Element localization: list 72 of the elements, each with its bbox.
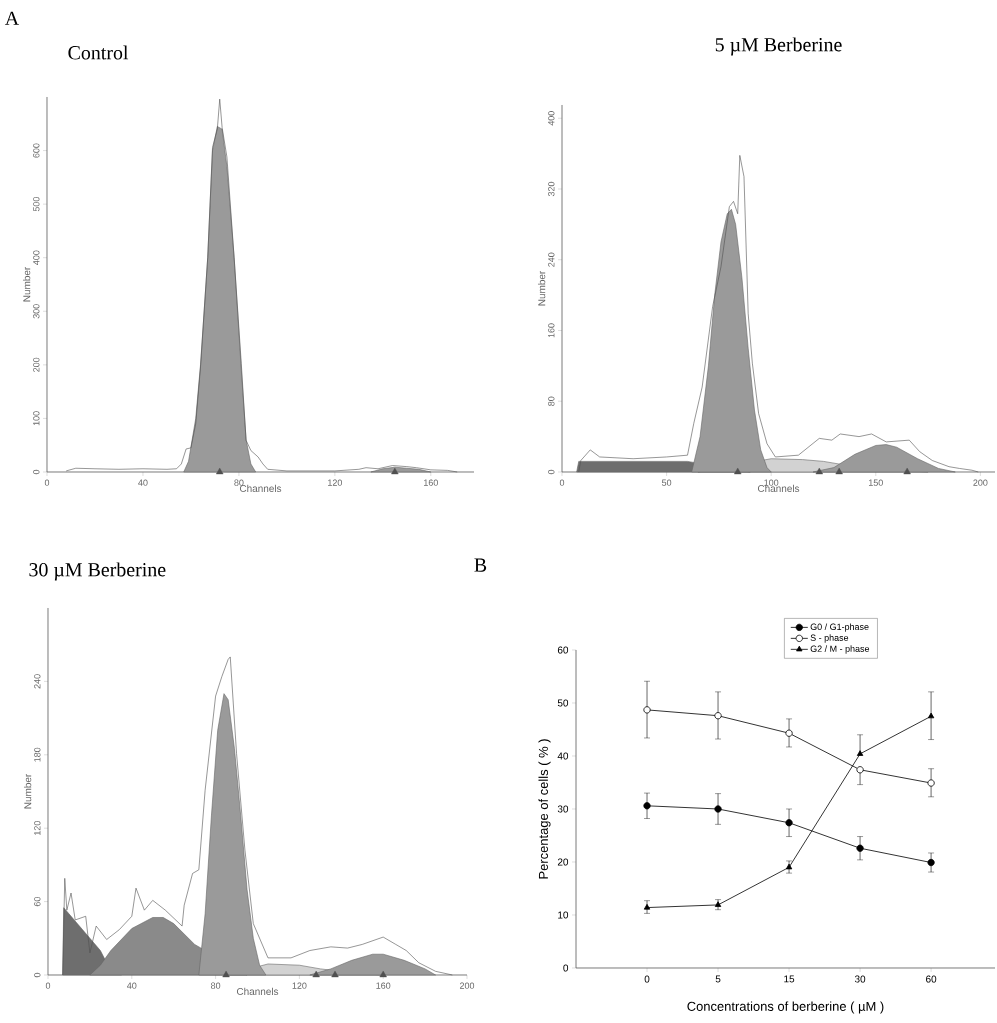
y-tick-label: 300	[33, 304, 40, 319]
point	[785, 729, 793, 737]
point	[927, 858, 935, 867]
legend-label: G0 / G1-phase	[810, 623, 869, 632]
chart-title: 5 µM Berberine	[715, 37, 842, 56]
x-axis-title: Channels	[757, 484, 800, 493]
x-tick-label: 120	[328, 479, 342, 486]
x-tick-label: 80	[211, 982, 221, 989]
x-tick-label: 120	[292, 982, 307, 989]
point	[643, 802, 651, 810]
y-tick-label: 80	[548, 396, 555, 406]
x-axis-title: Concentrations of berberine ( µM )	[687, 1001, 884, 1014]
y-tick-label: 240	[34, 674, 41, 689]
x-tick-label: 0	[44, 479, 50, 486]
y-tick-label: 400	[33, 250, 40, 265]
x-tick-label: 50	[661, 479, 672, 486]
y-axis-title: Number	[23, 773, 32, 809]
x-tick-label: 60	[926, 975, 937, 983]
x-tick-label: 0	[45, 982, 51, 989]
x-tick-label: 5	[715, 975, 721, 983]
chart-title: Control	[68, 45, 129, 60]
chart-title: 30 µM Berberine	[29, 562, 166, 581]
x-axis-title: Channels	[236, 987, 279, 996]
point	[643, 706, 651, 714]
text: B	[474, 558, 487, 572]
y-tick-label: 60	[34, 896, 41, 907]
y-tick-label: 600	[33, 143, 40, 158]
x-tick-label: 80	[234, 479, 244, 486]
x-tick-label: 30	[854, 975, 866, 983]
y-axis-title: Number	[22, 266, 31, 302]
point	[927, 779, 935, 787]
y-tick-label: 0	[563, 964, 569, 972]
y-axis-title: Number	[537, 270, 546, 306]
text: A	[4, 11, 20, 25]
y-tick-label: 30	[557, 805, 569, 813]
point	[856, 844, 864, 852]
y-tick-label: 20	[557, 858, 569, 866]
y-tick-label: 500	[33, 197, 40, 212]
x-tick-label: 160	[424, 479, 438, 486]
y-tick-label: 120	[34, 821, 41, 835]
y-axis-title: Percentage of cells ( % )	[538, 739, 551, 879]
x-tick-label: 200	[459, 982, 475, 989]
y-tick-label: 400	[548, 111, 555, 126]
y-tick-label: 60	[557, 646, 569, 654]
point	[714, 712, 722, 720]
y-tick-label: 200	[33, 357, 40, 372]
y-tick-label: 160	[548, 323, 555, 338]
y-tick-label: 0	[548, 469, 555, 475]
x-tick-label: 100	[764, 479, 779, 486]
x-tick-label: 40	[127, 982, 137, 989]
x-axis-title: Channels	[239, 484, 282, 493]
y-tick-label: 40	[557, 752, 569, 760]
y-tick-label: 100	[33, 411, 40, 426]
y-tick-label: 180	[34, 747, 41, 762]
y-tick-label: 240	[548, 252, 555, 267]
x-tick-label: 0	[644, 975, 650, 983]
point	[785, 819, 793, 827]
y-tick-label: 50	[557, 699, 569, 707]
point	[927, 712, 935, 719]
point	[856, 750, 864, 756]
x-tick-label: 40	[138, 479, 148, 486]
point	[856, 766, 864, 774]
y-tick-label: 320	[548, 181, 555, 197]
point	[714, 805, 722, 813]
x-tick-label: 150	[868, 479, 883, 486]
y-tick-label: 10	[558, 911, 569, 919]
legend-label: G2 / M - phase	[810, 645, 870, 654]
x-tick-label: 15	[784, 975, 795, 983]
x-tick-label: 160	[376, 982, 391, 989]
y-tick-label: 0	[33, 469, 40, 475]
x-tick-label: 200	[973, 479, 988, 486]
legend-label: S - phase	[810, 634, 849, 643]
